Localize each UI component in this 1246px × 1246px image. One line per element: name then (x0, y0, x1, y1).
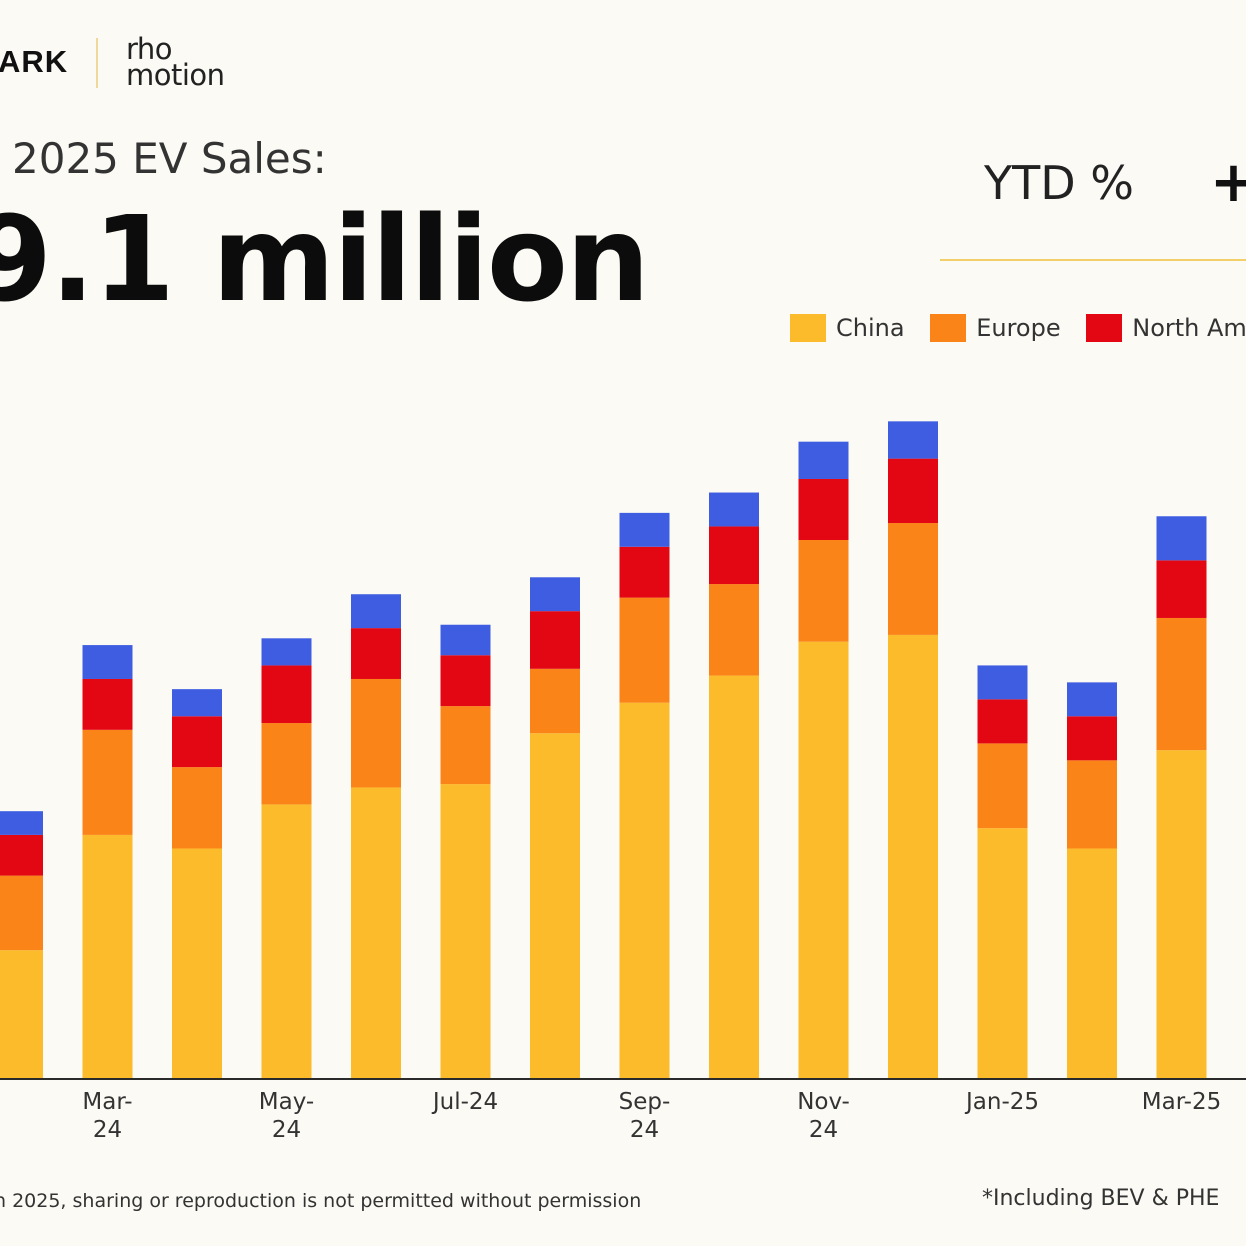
bar-5-segment-1 (440, 706, 491, 785)
bar-7-segment-3 (619, 512, 670, 547)
legend-swatch-europe (930, 313, 967, 342)
x-tick-label-5: Jan-25 (964, 1089, 1039, 1115)
bar-7-segment-2 (619, 546, 670, 598)
bar-3-segment-0 (261, 804, 312, 1079)
bar-6-segment-2 (530, 611, 580, 669)
bar-12-segment-3 (1067, 682, 1117, 717)
copyright-note: n 2025, sharing or reproduction is not p… (0, 1190, 642, 1212)
bar-13-segment-0 (1156, 750, 1207, 1079)
bar-2-segment-0 (172, 848, 222, 1079)
ark-logo-text: ARK (0, 44, 69, 79)
page-subtitle: 2025 EV Sales: (12, 134, 327, 183)
bar-0-segment-3 (0, 811, 43, 835)
rho-motion-logo-line1: rho (126, 32, 173, 66)
bar-3-segment-2 (261, 665, 312, 724)
ytd-label: YTD % (984, 156, 1134, 210)
logo-divider (96, 38, 98, 88)
bar-8-segment-2 (709, 526, 759, 585)
legend-label-china: China (836, 313, 905, 342)
bar-1-segment-0 (82, 834, 133, 1079)
bar-1-segment-1 (82, 729, 133, 835)
headline-total: 9.1 million (0, 190, 650, 328)
legend-item-north-america: North Am (1086, 313, 1246, 342)
x-tick-label-3: Sep-24 (619, 1089, 671, 1143)
footnote: *Including BEV & PHE (982, 1186, 1220, 1211)
rho-motion-logo-line2: motion (126, 58, 225, 92)
bar-3-segment-3 (261, 638, 312, 666)
bar-6-segment-1 (530, 668, 580, 734)
bar-0-segment-2 (0, 834, 43, 876)
bar-8-segment-3 (709, 492, 759, 527)
x-tick-label-6: Mar-25 (1142, 1089, 1222, 1115)
bar-11-segment-3 (977, 665, 1028, 700)
bar-7-segment-1 (619, 597, 670, 703)
ytd-divider (940, 259, 1246, 261)
bar-2-segment-3 (172, 689, 222, 717)
bar-4-segment-2 (351, 628, 401, 679)
legend-swatch-china (790, 313, 826, 342)
x-tick-label-2: Jul-24 (431, 1089, 498, 1115)
bar-11-segment-2 (977, 699, 1028, 744)
bar-5-segment-3 (440, 624, 491, 656)
legend-label-europe: Europe (976, 313, 1061, 342)
bar-10-segment-0 (888, 634, 938, 1079)
bar-6-segment-0 (530, 733, 580, 1079)
ytd-value: + (1210, 150, 1246, 215)
bar-4-segment-3 (351, 594, 401, 629)
bar-9-segment-3 (798, 441, 849, 479)
bar-12-segment-2 (1067, 716, 1117, 761)
bar-10-segment-1 (888, 523, 938, 635)
bar-2-segment-1 (172, 767, 222, 849)
x-tick-label-0: Mar-24 (82, 1089, 132, 1143)
x-tick-label-1: May-24 (259, 1089, 314, 1143)
bar-4-segment-1 (351, 678, 401, 788)
legend-item-europe: Europe (930, 313, 1061, 342)
bar-10-segment-2 (888, 458, 938, 524)
bar-0-segment-1 (0, 875, 43, 951)
legend-item-china: China (790, 313, 905, 342)
bar-6-segment-3 (530, 577, 580, 612)
bar-13-segment-1 (1156, 617, 1207, 751)
bar-2-segment-2 (172, 716, 222, 768)
bar-8-segment-1 (709, 584, 759, 676)
bar-1-segment-2 (82, 678, 133, 730)
bar-11-segment-0 (977, 828, 1028, 1079)
bar-0-segment-0 (0, 950, 43, 1079)
bar-7-segment-0 (619, 702, 670, 1079)
bar-10-segment-3 (888, 421, 938, 459)
bar-13-segment-2 (1156, 560, 1207, 618)
x-tick-label-4: Nov-24 (797, 1089, 850, 1143)
bar-4-segment-0 (351, 787, 401, 1079)
legend-label-north-america: North Am (1132, 313, 1246, 342)
bar-9-segment-1 (798, 539, 849, 642)
bar-12-segment-0 (1067, 848, 1117, 1079)
bar-3-segment-1 (261, 723, 312, 805)
bar-11-segment-1 (977, 743, 1028, 829)
rho-motion-logo: rho motion (126, 32, 225, 92)
bar-12-segment-1 (1067, 760, 1117, 849)
bar-1-segment-3 (82, 645, 133, 679)
bar-5-segment-0 (440, 784, 491, 1079)
bar-9-segment-2 (798, 478, 849, 540)
chart-legend: China Europe North Am (790, 312, 1246, 348)
bar-9-segment-0 (798, 641, 849, 1079)
bar-13-segment-3 (1156, 516, 1207, 561)
bar-8-segment-0 (709, 675, 759, 1079)
bar-5-segment-2 (440, 655, 491, 707)
legend-swatch-north-america (1086, 313, 1123, 342)
